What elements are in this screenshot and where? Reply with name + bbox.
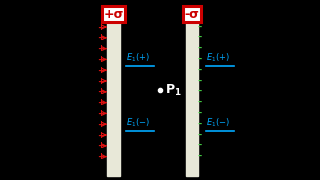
Text: +: + [97, 120, 104, 129]
Text: –: – [198, 98, 202, 107]
Text: +: + [97, 87, 104, 96]
Text: –: – [198, 87, 202, 96]
Text: +: + [97, 152, 104, 161]
Text: -σ: -σ [185, 8, 199, 21]
Text: +: + [97, 130, 104, 140]
Text: +: + [97, 109, 104, 118]
Text: –: – [198, 109, 202, 118]
Text: –: – [198, 33, 202, 42]
Text: $\mathbf{P_1}$: $\mathbf{P_1}$ [165, 82, 181, 98]
Text: +: + [97, 55, 104, 64]
Text: +σ: +σ [103, 8, 124, 21]
Text: +: + [97, 98, 104, 107]
Text: +: + [97, 66, 104, 75]
Text: +: + [97, 44, 104, 53]
Bar [186, 9, 198, 176]
Bar [107, 9, 120, 176]
Text: +: + [97, 141, 104, 150]
Text: –: – [198, 130, 202, 140]
Text: +: + [97, 22, 104, 32]
Text: $E_1(-)$: $E_1(-)$ [126, 116, 150, 129]
Text: –: – [198, 120, 202, 129]
Text: $E_1(+)$: $E_1(+)$ [206, 51, 230, 64]
Text: –: – [198, 55, 202, 64]
Text: –: – [198, 76, 202, 86]
Text: –: – [198, 66, 202, 75]
Text: +: + [97, 76, 104, 86]
Text: +: + [97, 33, 104, 42]
Text: –: – [198, 141, 202, 150]
Text: –: – [198, 152, 202, 161]
Text: $E_1(+)$: $E_1(+)$ [126, 51, 150, 64]
Text: –: – [198, 22, 202, 32]
Text: $E_1(-)$: $E_1(-)$ [206, 116, 230, 129]
Text: –: – [198, 44, 202, 53]
